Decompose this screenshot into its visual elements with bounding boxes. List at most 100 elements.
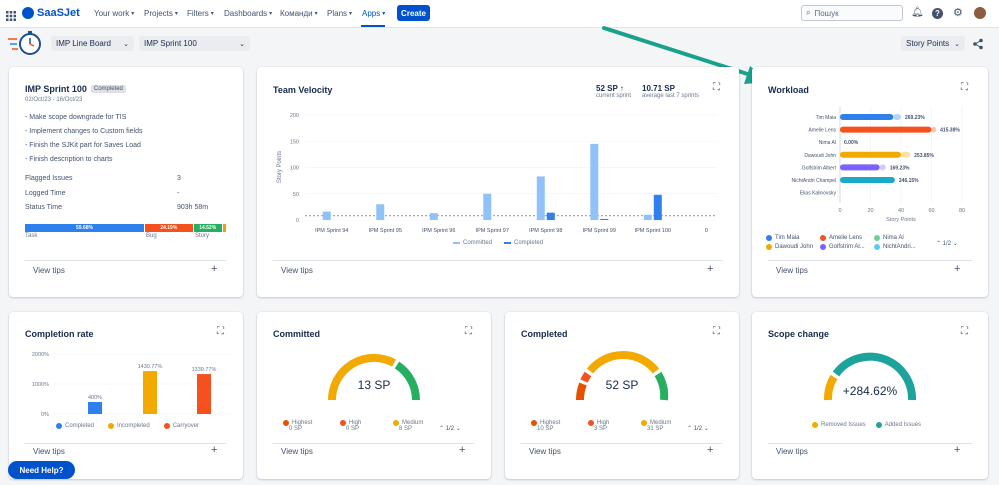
team-velocity-card: Team Velocity 52 SP ↑ current sprint 10.…	[257, 67, 739, 297]
workload-chart: 0 20 40 60 80 Story Points Tim Maia 269.23% Amel…	[792, 107, 965, 223]
completion-bar	[143, 371, 157, 414]
category-label: Tim Maia	[816, 115, 837, 121]
plus-icon[interactable]: +	[954, 263, 961, 275]
expand-icon[interactable]: ⛶	[217, 326, 224, 337]
avatar[interactable]	[974, 7, 986, 19]
chevron-up-icon[interactable]: ⌃	[936, 241, 942, 247]
velocity-chart: Story Points 0 50 100 150 200 IPM Sprint 94 IPM…	[277, 113, 717, 234]
create-button[interactable]: Create	[397, 5, 430, 21]
nav-your-work[interactable]: Your work ▾	[94, 9, 134, 18]
average-label: average last 7 sprints	[642, 93, 700, 99]
settings-icon[interactable]: ⚙	[953, 7, 963, 19]
chevron-down-icon[interactable]: ⌄	[455, 426, 461, 432]
view-tips-link[interactable]: View tips	[776, 266, 808, 275]
legend-committed-label: Committed	[463, 240, 493, 246]
completion-chart: 0% 1000% 2000% 400% 1430.77% 1330.77%	[32, 352, 231, 418]
x-axis-label: Story Points	[886, 217, 916, 223]
workload-bar	[840, 126, 932, 133]
nav-filters[interactable]: Filters ▾	[187, 9, 214, 18]
view-tips-link[interactable]: View tips	[33, 447, 65, 456]
sprint-select[interactable]: IMP Sprint 100 ⌄	[139, 36, 250, 51]
chevron-down-icon: ▾	[269, 11, 273, 17]
share-icon[interactable]	[972, 37, 984, 50]
expand-icon[interactable]: ⛶	[713, 326, 720, 337]
legend-dot	[340, 420, 346, 426]
view-tips-link[interactable]: View tips	[529, 447, 561, 456]
plus-icon[interactable]: +	[954, 444, 961, 456]
help-icon[interactable]: ?	[932, 8, 943, 19]
legend-pager[interactable]: ⌃ 1/2 ⌄	[439, 425, 461, 432]
expand-icon[interactable]: ⛶	[961, 326, 968, 337]
nav-apps[interactable]: Apps ▾	[362, 9, 385, 18]
expand-icon[interactable]: ⛶	[713, 82, 720, 93]
nav-dashboards[interactable]: Dashboards ▾	[224, 9, 272, 18]
completion-bar	[197, 374, 211, 414]
x-tick-label: 0	[838, 208, 841, 214]
bar-committed	[536, 176, 545, 220]
expand-icon[interactable]: ⛶	[465, 326, 472, 337]
nav-label: Команди	[280, 9, 313, 18]
view-tips-link[interactable]: View tips	[281, 266, 313, 275]
plus-icon[interactable]: +	[707, 263, 714, 275]
need-help-button[interactable]: Need Help?	[8, 461, 75, 479]
sprint-goal-4: - Finish description to charts	[25, 156, 113, 163]
estimation-select[interactable]: Story Points ⌄	[901, 36, 965, 51]
expand-icon[interactable]: ⛶	[961, 82, 968, 93]
priority-name-row: Highest	[283, 420, 312, 426]
search-icon: ⌕	[806, 8, 811, 17]
x-tick-label: 80	[959, 208, 965, 214]
bar-committed	[376, 204, 385, 220]
bar-completed	[546, 212, 555, 220]
plus-icon[interactable]: +	[211, 263, 218, 275]
y-axis-label: Story Points	[277, 151, 283, 183]
workload-bar	[840, 114, 894, 120]
bar-completed	[600, 218, 609, 220]
committed-card: Committed ⛶ 13 SP Highest 0 SP High 0 SP…	[257, 312, 491, 479]
nav-teams[interactable]: Команди ▾	[280, 9, 318, 18]
legend-label: Dawoudi John	[775, 244, 814, 250]
current-sprint-label: current sprint	[596, 93, 632, 99]
workload-value-label: 415.38%	[940, 128, 960, 134]
y-tick-label: 1000%	[32, 382, 49, 388]
plus-icon[interactable]: +	[459, 444, 466, 456]
view-tips-link[interactable]: View tips	[33, 266, 65, 275]
legend-label: Completed	[65, 423, 95, 429]
issue-type-segment: 24.19%	[144, 224, 194, 232]
board-select[interactable]: IMP Line Board ⌄	[51, 36, 134, 51]
chevron-down-icon[interactable]: ⌄	[952, 241, 958, 247]
legend-label: Carryover	[172, 423, 200, 429]
search-input[interactable]: ⌕ Пошук	[801, 5, 903, 21]
card-divider	[273, 260, 723, 261]
workload-bar-extension	[901, 151, 911, 158]
brand-name: SaaSJet	[37, 7, 80, 19]
y-tick-label: 150	[290, 139, 299, 145]
x-tick-label: IPM Sprint 94	[315, 228, 348, 234]
plus-icon[interactable]: +	[707, 444, 714, 456]
priority-name: High	[349, 420, 362, 426]
nav-plans[interactable]: Plans ▾	[327, 9, 352, 18]
bar-value-label: 1430.77%	[138, 364, 163, 370]
brand-logo[interactable]: SaaSJet	[22, 7, 80, 19]
brand-mark-icon	[22, 7, 34, 19]
sprint-select-value: IMP Sprint 100	[144, 39, 197, 48]
view-tips-link[interactable]: View tips	[776, 447, 808, 456]
workload-value-label: 253.85%	[914, 153, 934, 159]
category-label: Nima Al	[819, 140, 836, 146]
legend-pager[interactable]: ⌃ 1/2 ⌄	[687, 425, 709, 432]
card-title: Completion rate	[25, 329, 94, 339]
chevron-down-icon[interactable]: ⌄	[703, 426, 709, 432]
nav-projects[interactable]: Projects ▾	[144, 9, 178, 18]
view-tips-link[interactable]: View tips	[281, 447, 313, 456]
chevron-up-icon[interactable]: ⌃	[439, 426, 445, 432]
x-tick-label: IPM Sprint 96	[422, 228, 455, 234]
chevron-up-icon[interactable]: ⌃	[687, 426, 693, 432]
scope-value: +284.62%	[842, 384, 898, 398]
plus-icon[interactable]: +	[211, 444, 218, 456]
legend-completed-label: Completed	[514, 240, 544, 246]
legend-pager[interactable]: ⌃ 1/2 ⌄	[936, 240, 958, 247]
app-switcher-icon[interactable]	[6, 8, 16, 21]
issue-type-label-story: Story	[195, 233, 210, 239]
notifications-icon[interactable]: 🔔︎	[911, 7, 924, 18]
nav-label: Dashboards	[224, 9, 268, 18]
bar-value-label: 1330.77%	[192, 367, 217, 373]
